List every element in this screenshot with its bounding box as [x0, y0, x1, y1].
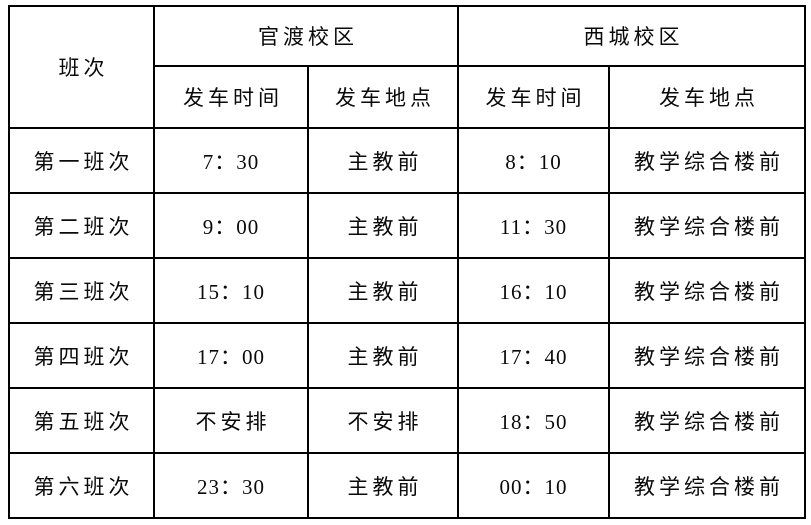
location-cell: 主教前: [307, 257, 459, 324]
location-cell: 教学综合楼前: [608, 192, 806, 259]
time-cell: 11：30: [457, 192, 610, 259]
time-cell: 17：40: [457, 322, 610, 389]
row-label: 第六班次: [8, 452, 155, 519]
location-cell: 教学综合楼前: [608, 127, 806, 194]
column-header-departure-time: 发车时间: [457, 65, 610, 129]
location-cell: 主教前: [307, 452, 459, 519]
location-cell: 主教前: [307, 192, 459, 259]
corner-header-banci: 班次: [8, 5, 155, 129]
row-label: 第一班次: [8, 127, 155, 194]
location-cell: 主教前: [307, 127, 459, 194]
table-row: 第三班次 15：10 主教前 16：10 教学综合楼前: [8, 257, 806, 324]
table-row: 第一班次 7：30 主教前 8：10 教学综合楼前: [8, 127, 806, 194]
table-row: 第六班次 23：30 主教前 00：10 教学综合楼前: [8, 452, 806, 519]
location-cell: 教学综合楼前: [608, 452, 806, 519]
table-row: 第四班次 17：00 主教前 17：40 教学综合楼前: [8, 322, 806, 389]
time-cell: 15：10: [153, 257, 309, 324]
time-cell: 9：00: [153, 192, 309, 259]
header-row-columns: 发车时间 发车地点 发车时间 发车地点: [9, 65, 806, 129]
bus-schedule-table: 班次 官渡校区 西城校区 发车时间 发车地点 发车时间 发车地点 第一班次 7：…: [8, 5, 806, 519]
time-cell: 不安排: [153, 387, 309, 454]
table-row: 第五班次 不安排 不安排 18：50 教学综合楼前: [8, 387, 806, 454]
time-cell: 16：10: [457, 257, 610, 324]
time-cell: 17：00: [153, 322, 309, 389]
time-cell: 7：30: [153, 127, 309, 194]
column-header-departure-place: 发车地点: [307, 65, 459, 129]
location-cell: 主教前: [307, 322, 459, 389]
row-label: 第二班次: [8, 192, 155, 259]
time-cell: 8：10: [457, 127, 610, 194]
location-cell: 教学综合楼前: [608, 257, 806, 324]
campus-header-guandu: 官渡校区: [153, 5, 459, 67]
location-cell: 教学综合楼前: [608, 387, 806, 454]
location-cell: 不安排: [307, 387, 459, 454]
column-header-departure-place: 发车地点: [608, 65, 806, 129]
column-header-departure-time: 发车时间: [153, 65, 309, 129]
row-label: 第五班次: [8, 387, 155, 454]
location-cell: 教学综合楼前: [608, 322, 806, 389]
row-label: 第四班次: [8, 322, 155, 389]
campus-header-xicheng: 西城校区: [457, 5, 806, 67]
table-row: 第二班次 9：00 主教前 11：30 教学综合楼前: [8, 192, 806, 259]
time-cell: 23：30: [153, 452, 309, 519]
row-label: 第三班次: [8, 257, 155, 324]
time-cell: 00：10: [457, 452, 610, 519]
time-cell: 18：50: [457, 387, 610, 454]
header-row-campus: 班次 官渡校区 西城校区: [8, 5, 806, 129]
